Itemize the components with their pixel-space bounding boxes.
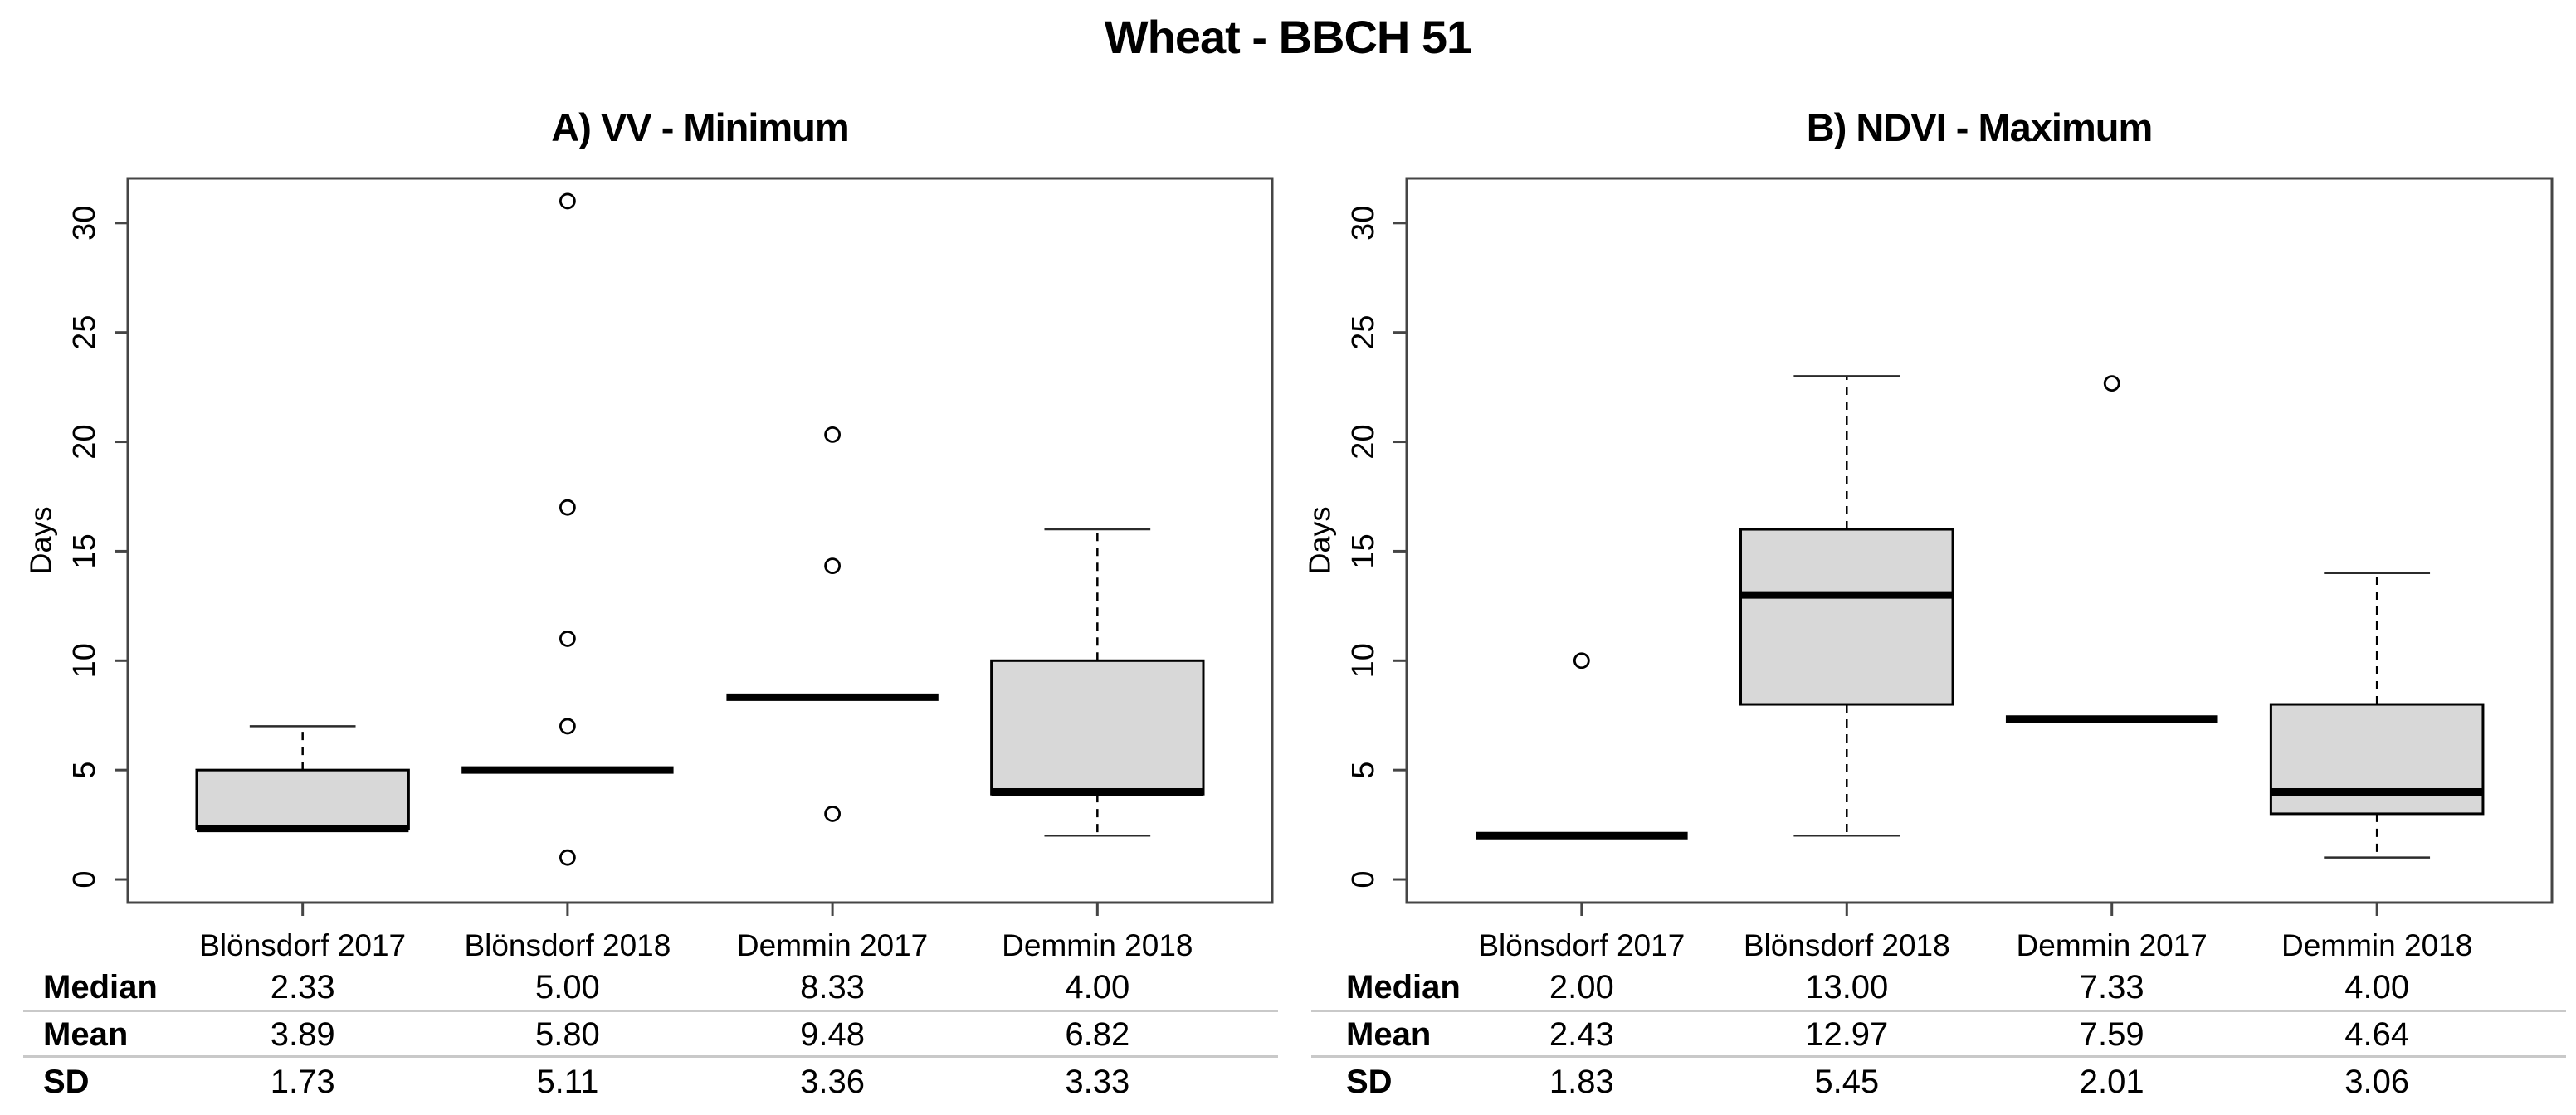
y-tick-label: 5 xyxy=(67,762,102,779)
category-label: Blönsdorf 2017 xyxy=(199,928,406,962)
stats-value-sd-1: 5.11 xyxy=(536,1064,599,1100)
stats-value-mean-2: 7.59 xyxy=(2079,1016,2144,1053)
panel-b-boxplot-canvas: 0 5 10 15 20 25 30 Days Blönsdorf 2017 Blönsdorf … xyxy=(1303,177,2554,962)
box-iqr xyxy=(1739,528,1954,706)
stats-row-label-sd: SD xyxy=(1346,1064,1393,1100)
stats-value-mean-1: 12.97 xyxy=(1805,1016,1889,1053)
category-label: Demmin 2017 xyxy=(2017,928,2208,962)
category-label: Blönsdorf 2018 xyxy=(464,928,671,962)
stats-value-median-2: 7.33 xyxy=(2079,969,2144,1005)
stats-value-median-2: 8.33 xyxy=(800,969,866,1005)
y-tick-label: 30 xyxy=(1346,206,1381,241)
box-iqr xyxy=(990,659,1205,796)
panel-b-stats-table: Median 2.00 13.00 7.33 4.00 Mean 2.43 12.97 7.59… xyxy=(1288,0,2576,1115)
category-label: Demmin 2017 xyxy=(737,928,928,962)
stats-row-separator-1 xyxy=(1311,1055,2566,1058)
outlier-point xyxy=(824,426,842,443)
stats-row-label-median: Median xyxy=(1346,969,1461,1005)
stats-row-separator-0 xyxy=(23,1010,1278,1012)
y-tick-label: 25 xyxy=(67,315,102,350)
stats-row-label-median: Median xyxy=(43,969,158,1005)
stats-row-separator-1 xyxy=(23,1055,1278,1058)
stats-value-median-1: 5.00 xyxy=(534,969,600,1005)
stats-value-sd-0: 1.83 xyxy=(1549,1064,1614,1100)
stats-value-mean-0: 3.89 xyxy=(270,1016,335,1053)
stats-row-label-mean: Mean xyxy=(1346,1016,1432,1053)
y-tick-label: 20 xyxy=(67,424,102,459)
box-iqr xyxy=(195,768,410,830)
outlier-point xyxy=(559,499,576,516)
y-tick-label: 15 xyxy=(1346,533,1381,568)
y-tick-label: 20 xyxy=(1346,424,1381,459)
outlier-point xyxy=(559,718,576,735)
stats-value-mean-0: 2.43 xyxy=(1549,1016,1614,1053)
stats-value-mean-2: 9.48 xyxy=(800,1016,866,1053)
outlier-point xyxy=(824,806,842,822)
outlier-point xyxy=(1573,652,1590,669)
category-label: Demmin 2018 xyxy=(2281,928,2472,962)
stats-value-mean-3: 4.64 xyxy=(2344,1016,2410,1053)
stats-value-mean-1: 5.80 xyxy=(534,1016,600,1053)
stats-value-sd-1: 5.45 xyxy=(1814,1064,1880,1100)
stats-value-median-3: 4.00 xyxy=(1065,969,1130,1005)
outlier-point xyxy=(2103,375,2120,392)
panel-vv-minimum: A) VV - Minimum 0 5 10 15 20 25 30 Days Blönsdor… xyxy=(23,105,1278,1100)
y-tick-label: 15 xyxy=(67,533,102,568)
outlier-point xyxy=(559,849,576,866)
stats-value-sd-0: 1.73 xyxy=(270,1064,335,1100)
y-tick-label: 10 xyxy=(67,643,102,678)
stats-row-label-mean: Mean xyxy=(43,1016,129,1053)
plot-border xyxy=(126,177,1274,904)
y-tick-label: 25 xyxy=(1346,315,1381,350)
plot-border xyxy=(1405,177,2554,904)
y-axis-label: Days xyxy=(1303,506,1337,574)
stats-value-sd-2: 2.01 xyxy=(2079,1064,2144,1100)
stats-value-median-0: 2.00 xyxy=(1549,969,1614,1005)
y-tick-label: 30 xyxy=(67,206,102,241)
stats-value-median-0: 2.33 xyxy=(270,969,335,1005)
stats-row-separator-0 xyxy=(1311,1010,2566,1012)
y-tick-label: 5 xyxy=(1346,762,1381,779)
category-label: Demmin 2018 xyxy=(1002,928,1193,962)
category-label: Blönsdorf 2018 xyxy=(1744,928,1950,962)
stats-value-sd-3: 3.33 xyxy=(1065,1064,1130,1100)
stats-value-median-3: 4.00 xyxy=(2344,969,2410,1005)
y-tick-label: 0 xyxy=(67,870,102,888)
stats-value-median-1: 13.00 xyxy=(1805,969,1889,1005)
panel-a-boxplot-canvas: 0 5 10 15 20 25 30 Days Blönsdorf 2017 Blönsdorf … xyxy=(24,177,1274,962)
figure-title: Wheat - BBCH 51 xyxy=(1104,11,1472,63)
category-label: Blönsdorf 2017 xyxy=(1478,928,1685,962)
stats-row-label-sd: SD xyxy=(43,1064,90,1100)
panel-b-title: B) NDVI - Maximum xyxy=(1806,105,2154,149)
y-tick-label: 10 xyxy=(1346,643,1381,678)
y-tick-label: 0 xyxy=(1346,870,1381,888)
outlier-point xyxy=(824,558,842,574)
stats-value-mean-3: 6.82 xyxy=(1065,1016,1130,1053)
panel-a-title: A) VV - Minimum xyxy=(551,105,849,149)
outlier-point xyxy=(559,631,576,647)
y-axis-label: Days xyxy=(24,506,58,574)
stats-value-sd-3: 3.06 xyxy=(2344,1064,2410,1100)
stats-value-sd-2: 3.36 xyxy=(800,1064,866,1100)
outlier-point xyxy=(559,192,576,210)
panel-a-stats-table: Median 2.33 5.00 8.33 4.00 Mean 3.89 5.80 9.48 6.… xyxy=(23,969,1278,1100)
panel-ndvi-maximum: B) NDVI - Maximum 0 5 10 15 20 25 30 Days Blönsd… xyxy=(1288,0,2576,1115)
